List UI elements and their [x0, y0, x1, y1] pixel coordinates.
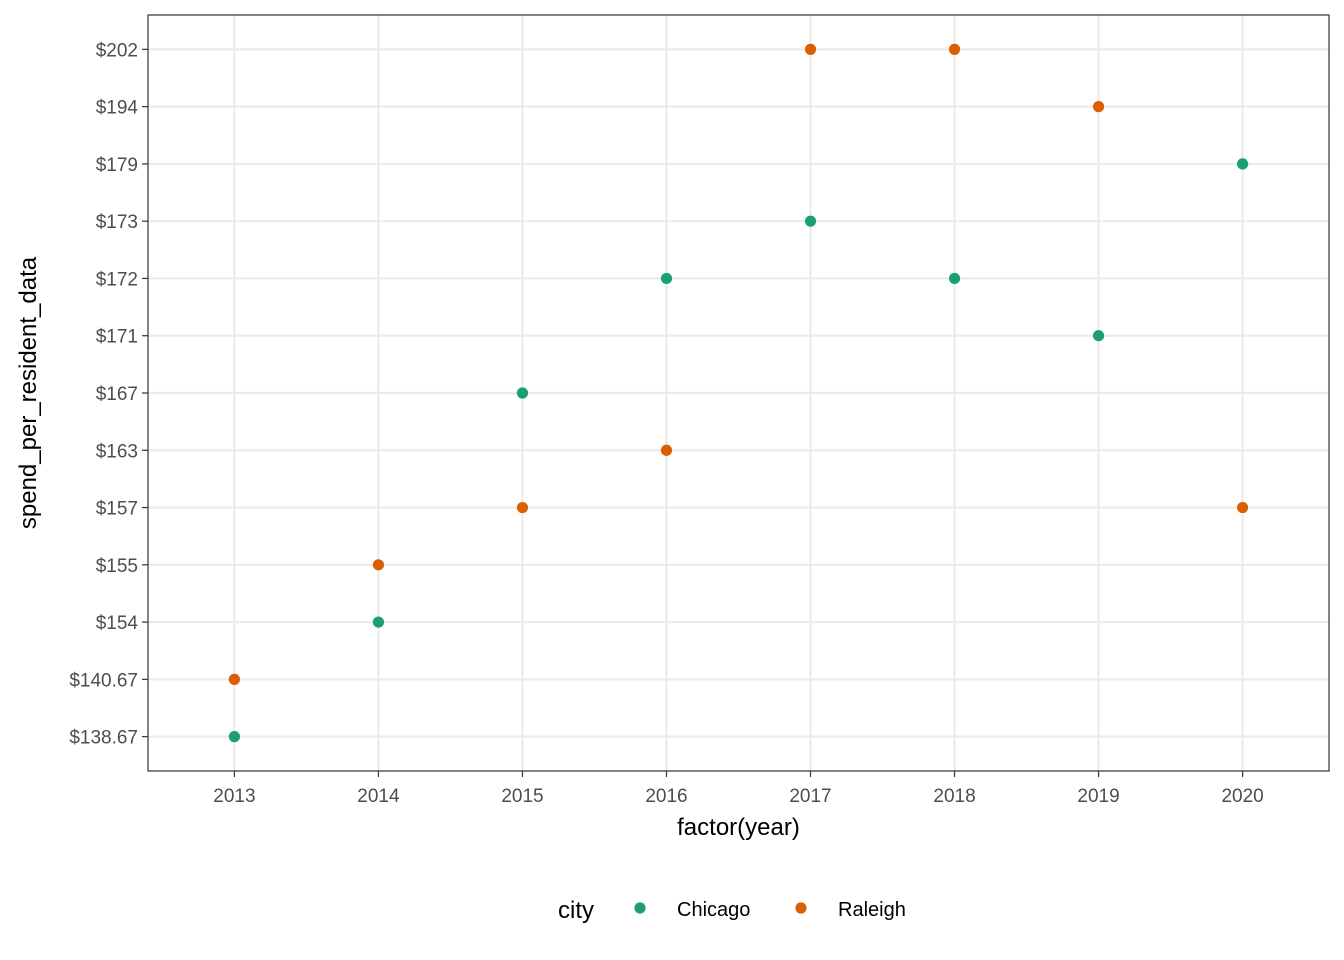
- legend-title: city: [558, 897, 594, 924]
- x-tick-label: 2015: [501, 786, 543, 807]
- y-tick-label: $167: [96, 384, 138, 405]
- data-point-chicago: [1092, 330, 1105, 342]
- x-axis-title: factor(year): [677, 814, 800, 841]
- y-tick-label: $157: [96, 499, 138, 520]
- y-tick-label: $140.67: [69, 670, 138, 691]
- data-point-chicago: [804, 215, 817, 227]
- x-tick-label: 2014: [357, 786, 400, 807]
- y-tick-label: $171: [96, 327, 138, 348]
- legend-items: Chicago Raleigh: [634, 899, 906, 921]
- data-point-raleigh: [1092, 101, 1105, 113]
- data-point-raleigh: [948, 43, 961, 55]
- x-tick-label: 2017: [789, 786, 831, 807]
- data-point-raleigh: [516, 501, 529, 514]
- legend-label-raleigh: Raleigh: [838, 899, 906, 921]
- data-point-chicago: [516, 387, 529, 399]
- x-tick-label: 2016: [645, 786, 687, 807]
- data-point-chicago: [1236, 158, 1249, 170]
- legend-label-chicago: Chicago: [677, 899, 750, 921]
- data-point-raleigh: [804, 43, 817, 55]
- y-tick-label: $155: [96, 556, 138, 577]
- x-axis: 2013 2014 2015 2016 2017 2018 2019 2020: [213, 771, 1264, 807]
- y-tick-label: $163: [96, 441, 138, 462]
- y-tick-label: $138.67: [69, 728, 138, 749]
- y-axis: $138.67 $140.67 $154 $155 $157 $163 $167 $171 $1…: [69, 40, 148, 749]
- data-point-chicago: [660, 272, 673, 285]
- legend-key-raleigh: [795, 902, 807, 914]
- x-tick-label: 2020: [1221, 786, 1263, 807]
- data-point-chicago: [948, 272, 961, 285]
- data-point-chicago: [228, 731, 241, 743]
- legend-key-chicago: [634, 902, 646, 914]
- y-tick-label: $194: [96, 98, 139, 119]
- y-tick-label: $202: [96, 40, 138, 61]
- y-tick-label: $179: [96, 155, 138, 176]
- data-point-chicago: [372, 616, 385, 628]
- y-axis-title: spend_per_resident_data: [15, 256, 42, 529]
- data-point-raleigh: [660, 444, 673, 456]
- legend: city Chicago Raleigh: [558, 897, 906, 924]
- y-tick-label: $172: [96, 269, 138, 290]
- y-tick-label: $154: [96, 613, 139, 634]
- data-point-raleigh: [1236, 501, 1249, 514]
- data-point-raleigh: [228, 673, 241, 685]
- y-tick-label: $173: [96, 212, 138, 233]
- x-tick-label: 2018: [933, 786, 975, 807]
- x-tick-label: 2013: [213, 786, 255, 807]
- data-point-raleigh: [372, 559, 385, 571]
- gridlines: [148, 15, 1329, 771]
- x-tick-label: 2019: [1077, 786, 1119, 807]
- data-points: [228, 43, 1249, 743]
